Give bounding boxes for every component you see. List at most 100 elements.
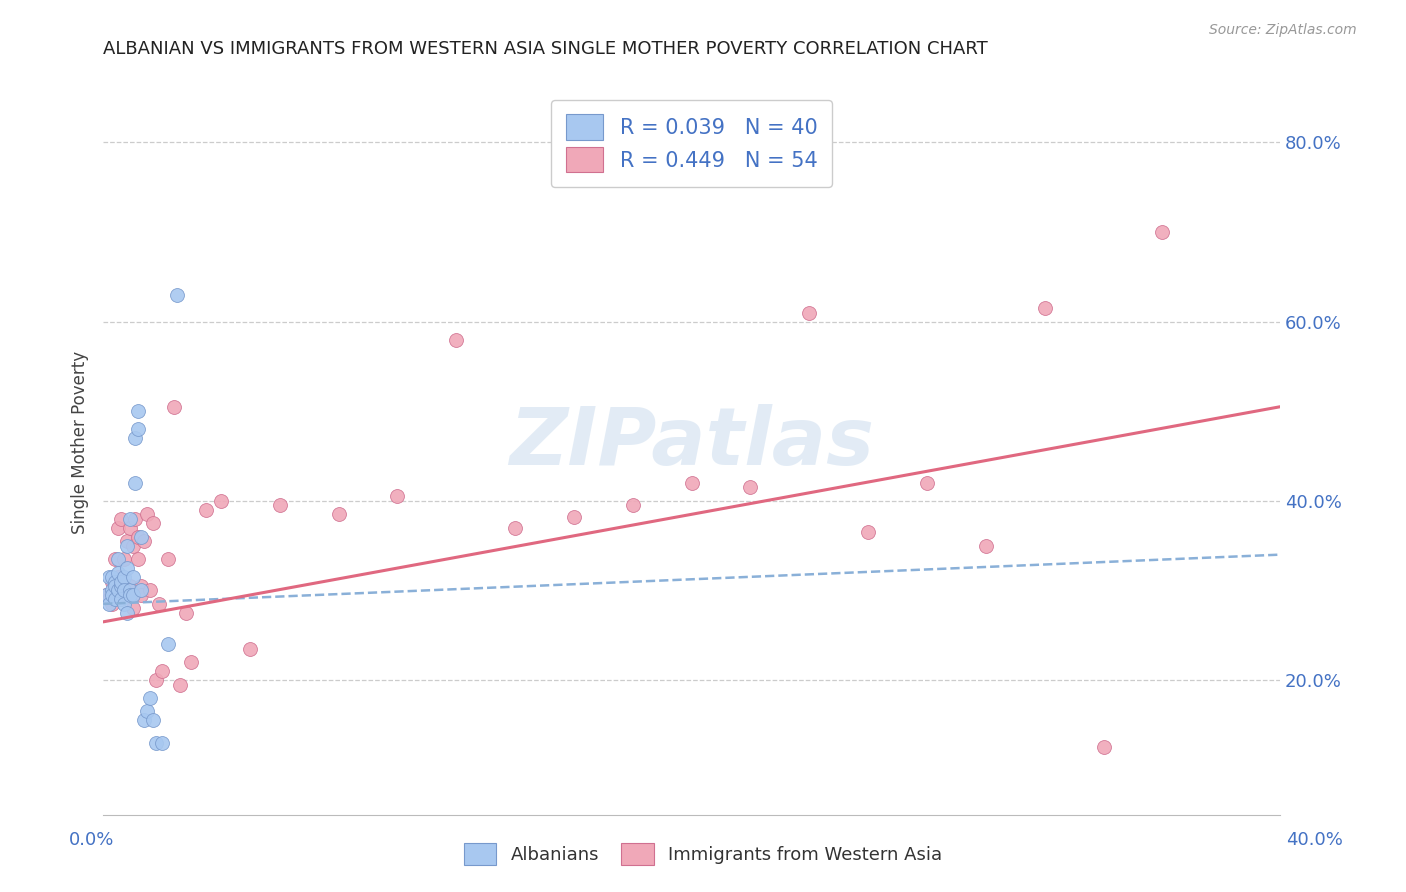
- Point: [139, 691, 162, 706]
- Point: [1033, 301, 1056, 315]
- Point: [681, 475, 703, 490]
- Point: [112, 583, 135, 598]
- Point: [799, 305, 821, 319]
- Point: [131, 530, 153, 544]
- Point: [101, 583, 124, 598]
- Point: [107, 583, 129, 598]
- Point: [115, 606, 138, 620]
- Point: [163, 400, 186, 414]
- Point: [124, 475, 146, 490]
- Point: [503, 521, 526, 535]
- Point: [134, 714, 156, 728]
- Point: [174, 606, 197, 620]
- Y-axis label: Single Mother Poverty: Single Mother Poverty: [72, 351, 89, 534]
- Point: [94, 588, 117, 602]
- Point: [148, 597, 170, 611]
- Point: [166, 287, 188, 301]
- Point: [101, 574, 124, 589]
- Point: [101, 597, 124, 611]
- Point: [239, 641, 262, 656]
- Point: [856, 525, 879, 540]
- Point: [136, 705, 159, 719]
- Point: [150, 664, 173, 678]
- Text: Source: ZipAtlas.com: Source: ZipAtlas.com: [1209, 23, 1357, 37]
- Point: [121, 601, 143, 615]
- Point: [134, 534, 156, 549]
- Text: ALBANIAN VS IMMIGRANTS FROM WESTERN ASIA SINGLE MOTHER POVERTY CORRELATION CHART: ALBANIAN VS IMMIGRANTS FROM WESTERN ASIA…: [103, 40, 988, 58]
- Point: [387, 489, 409, 503]
- Point: [139, 583, 162, 598]
- Legend: Albanians, Immigrants from Western Asia: Albanians, Immigrants from Western Asia: [457, 836, 949, 872]
- Point: [131, 588, 153, 602]
- Point: [127, 530, 149, 544]
- Point: [915, 475, 938, 490]
- Point: [156, 637, 179, 651]
- Point: [118, 579, 141, 593]
- Point: [974, 539, 997, 553]
- Point: [195, 503, 218, 517]
- Point: [98, 597, 121, 611]
- Point: [118, 583, 141, 598]
- Point: [209, 494, 232, 508]
- Point: [269, 499, 291, 513]
- Point: [562, 510, 585, 524]
- Point: [118, 521, 141, 535]
- Point: [118, 512, 141, 526]
- Point: [94, 588, 117, 602]
- Point: [740, 480, 762, 494]
- Point: [131, 583, 153, 598]
- Point: [98, 570, 121, 584]
- Point: [112, 597, 135, 611]
- Point: [112, 570, 135, 584]
- Point: [127, 552, 149, 566]
- Point: [107, 521, 129, 535]
- Point: [112, 552, 135, 566]
- Point: [98, 592, 121, 607]
- Point: [104, 574, 127, 589]
- Point: [118, 588, 141, 602]
- Point: [115, 561, 138, 575]
- Point: [621, 499, 644, 513]
- Point: [121, 588, 143, 602]
- Point: [150, 736, 173, 750]
- Point: [101, 588, 124, 602]
- Point: [110, 592, 132, 607]
- Point: [1092, 740, 1115, 755]
- Legend: R = 0.039   N = 40, R = 0.449   N = 54: R = 0.039 N = 40, R = 0.449 N = 54: [551, 100, 832, 187]
- Point: [444, 333, 467, 347]
- Point: [131, 579, 153, 593]
- Point: [136, 508, 159, 522]
- Point: [127, 404, 149, 418]
- Point: [124, 431, 146, 445]
- Point: [145, 673, 167, 687]
- Point: [145, 736, 167, 750]
- Point: [104, 552, 127, 566]
- Point: [142, 714, 165, 728]
- Text: ZIPatlas: ZIPatlas: [509, 403, 875, 482]
- Text: 0.0%: 0.0%: [69, 831, 114, 849]
- Text: 40.0%: 40.0%: [1286, 831, 1343, 849]
- Point: [104, 592, 127, 607]
- Point: [124, 512, 146, 526]
- Point: [115, 588, 138, 602]
- Point: [115, 534, 138, 549]
- Point: [112, 583, 135, 598]
- Point: [104, 583, 127, 598]
- Point: [110, 574, 132, 589]
- Point: [115, 539, 138, 553]
- Point: [107, 570, 129, 584]
- Point: [121, 570, 143, 584]
- Point: [169, 677, 191, 691]
- Point: [1152, 225, 1174, 239]
- Point: [110, 512, 132, 526]
- Point: [107, 552, 129, 566]
- Point: [101, 570, 124, 584]
- Point: [142, 516, 165, 531]
- Point: [107, 566, 129, 580]
- Point: [127, 422, 149, 436]
- Point: [180, 655, 202, 669]
- Point: [156, 552, 179, 566]
- Point: [110, 574, 132, 589]
- Point: [104, 579, 127, 593]
- Point: [110, 579, 132, 593]
